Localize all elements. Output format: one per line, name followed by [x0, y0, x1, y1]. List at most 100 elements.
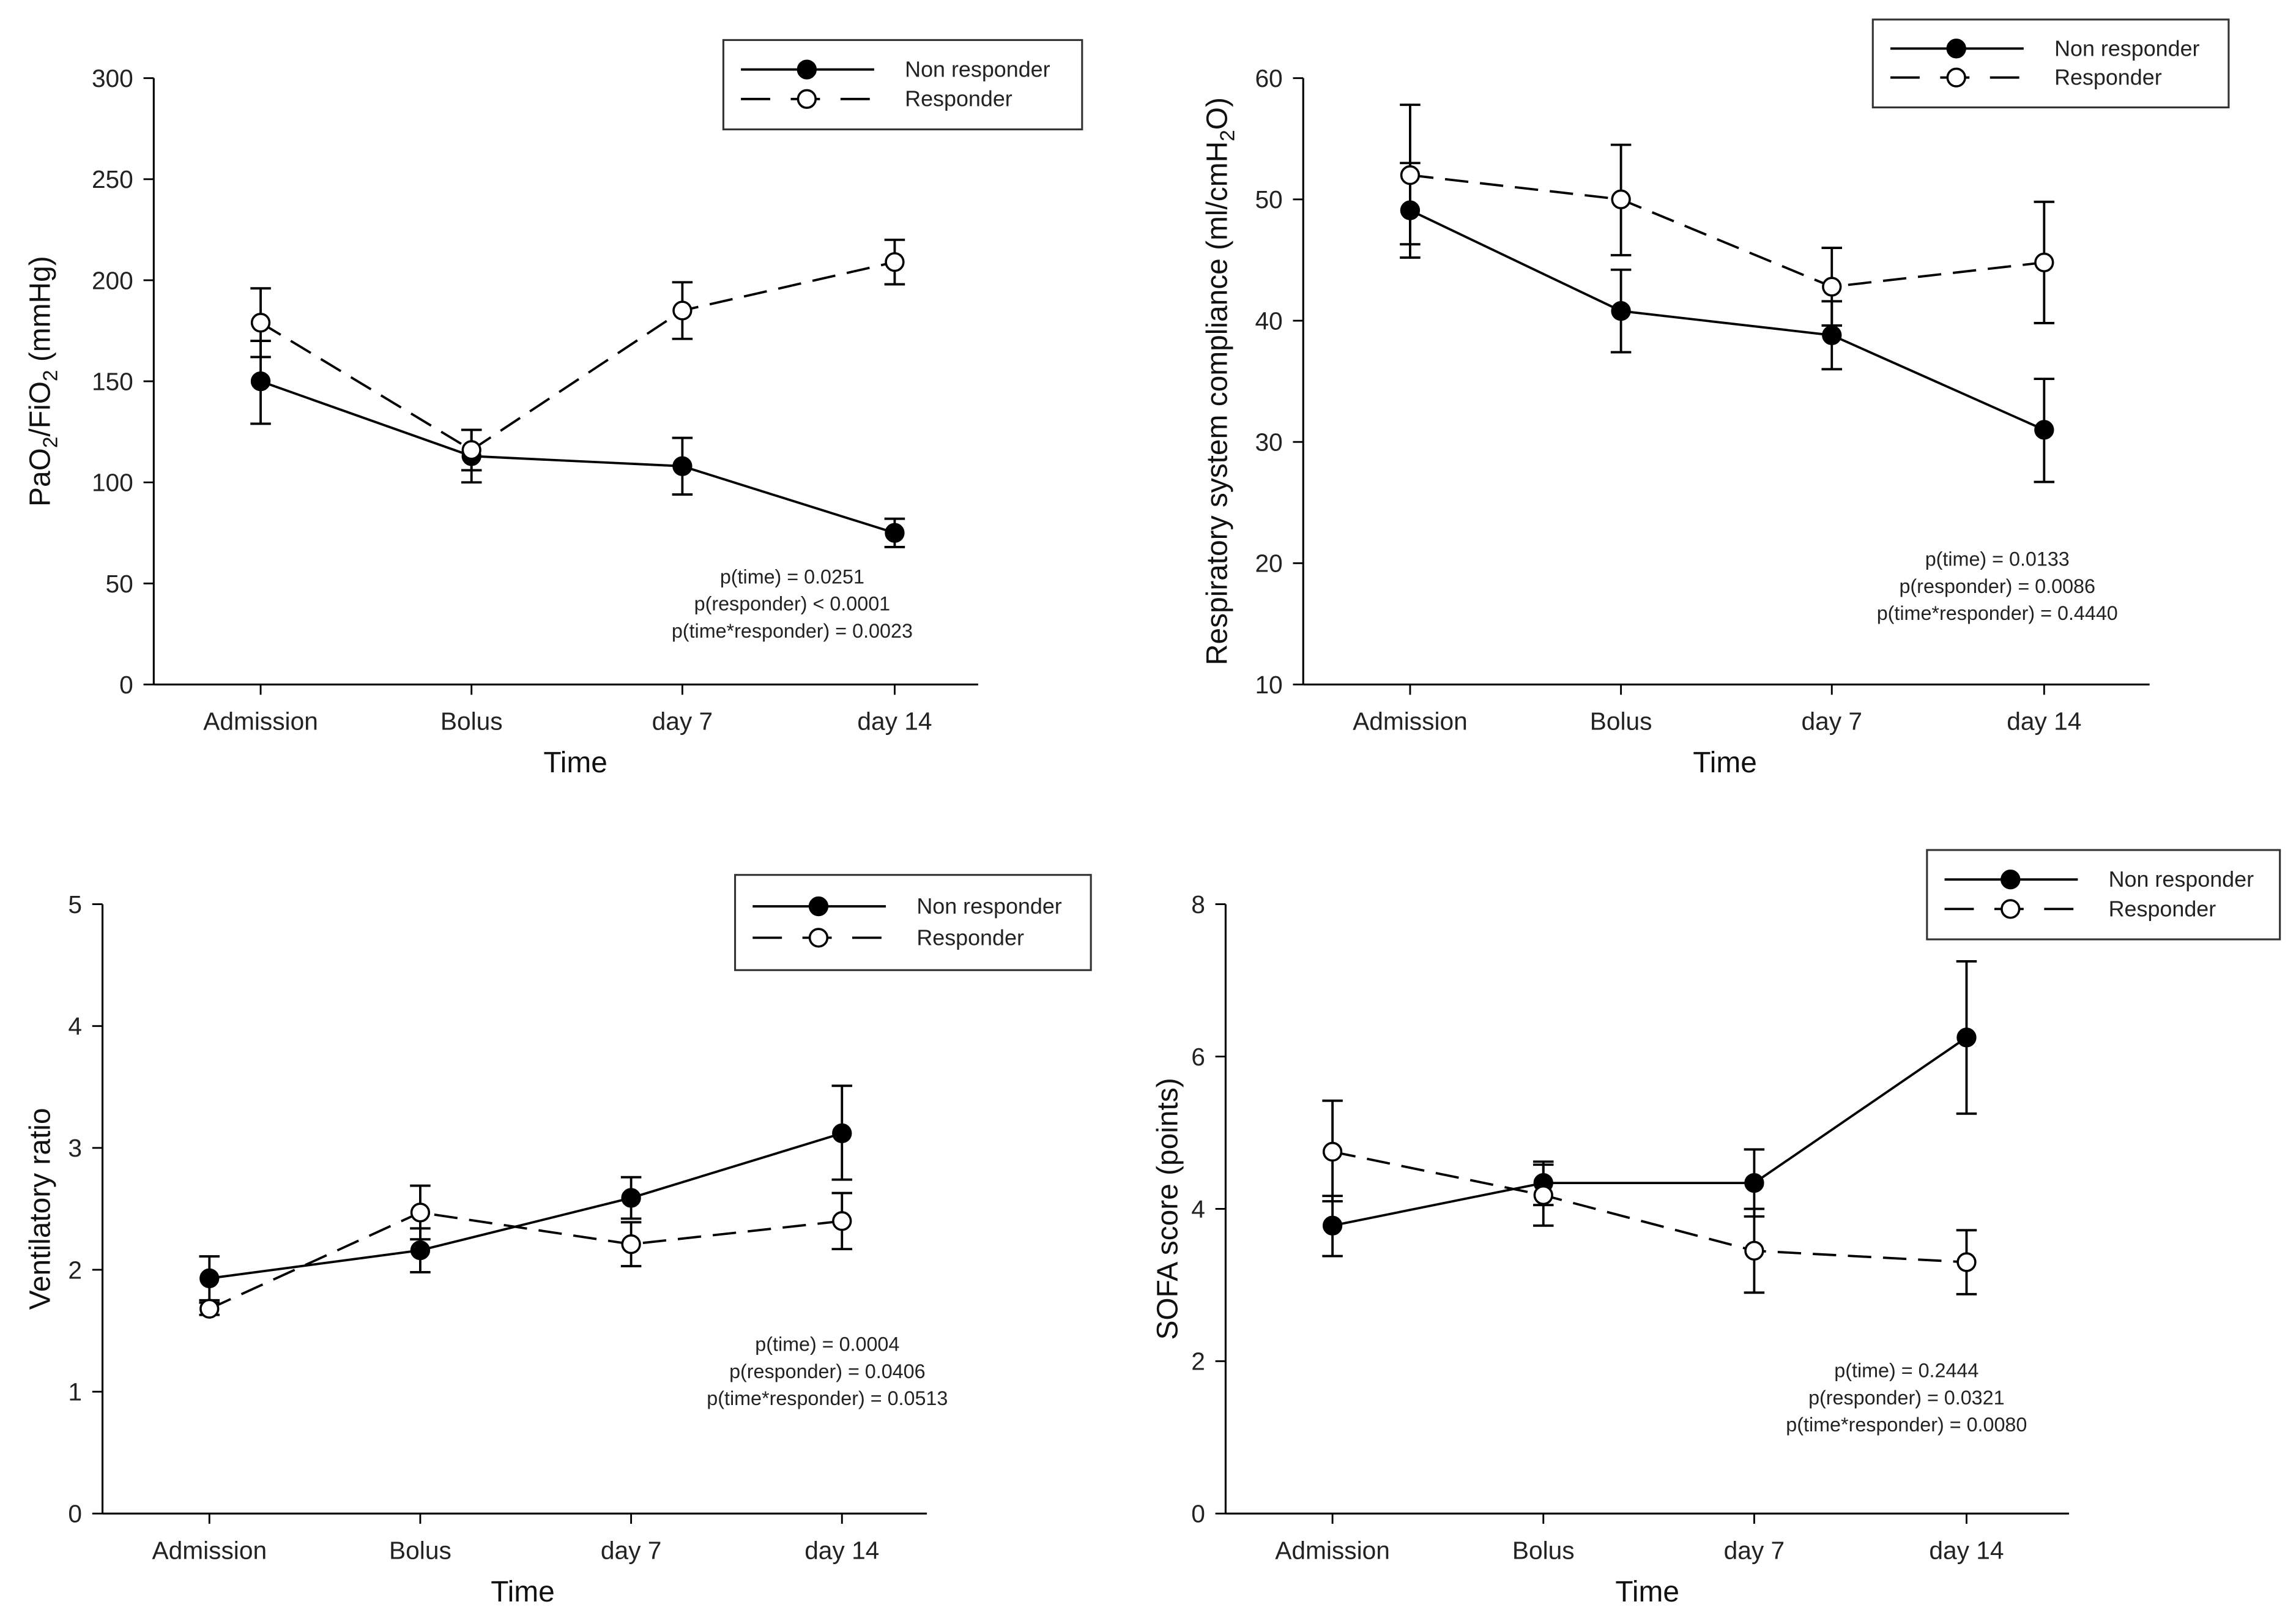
y-tick-label: 1	[68, 1378, 82, 1406]
p-value-annotation: p(responder) = 0.0321	[1808, 1387, 2005, 1409]
data-point	[885, 252, 905, 272]
p-value-annotation: p(time) = 0.0133	[1925, 548, 2070, 570]
y-tick-label: 150	[92, 367, 133, 395]
data-point	[250, 371, 271, 392]
y-tick-label: 0	[1191, 1500, 1205, 1528]
x-tick-label: Bolus	[1590, 707, 1652, 736]
x-tick-label: Admission	[1275, 1536, 1390, 1564]
series-responder	[1400, 103, 2055, 327]
y-tick-label: 50	[106, 570, 133, 598]
y-tick-label: 8	[1191, 890, 1205, 919]
legend-box	[722, 39, 1083, 130]
data-point	[1956, 1027, 1977, 1048]
y-tick-label: 40	[1255, 307, 1282, 335]
data-point	[1744, 1172, 1764, 1193]
legend-marker	[2001, 870, 2021, 890]
legend: Non responder Responder	[1871, 18, 2230, 109]
y-tick-label: 0	[119, 671, 133, 699]
series-line	[209, 1132, 842, 1280]
subscript: 2	[1217, 130, 1239, 141]
x-tick-label: Bolus	[440, 707, 503, 736]
label-part: SOFA score (points)	[1151, 1078, 1184, 1340]
y-axis-label: Respiratory system compliance (ml/cmH2O)	[1202, 97, 1239, 665]
label-part: Respiratory system compliance (ml/cmH	[1202, 141, 1234, 665]
y-tick-label: 5	[68, 890, 82, 919]
chart-4: 0 2 4 6 8 Admission Bolus day 7 day 14 Time SOFA s…	[1151, 849, 2281, 1608]
p-value-annotation: p(time) = 0.0251	[720, 565, 864, 587]
x-axis-label: Time	[491, 1576, 555, 1608]
y-tick-label: 2	[68, 1256, 82, 1284]
label-part: PaO	[24, 448, 56, 507]
y-tick-label: 30	[1255, 428, 1282, 457]
data-point	[1322, 1141, 1343, 1162]
series-line	[1332, 1150, 1967, 1264]
series-responder	[199, 1184, 853, 1319]
legend: Non responder Responder	[734, 874, 1092, 971]
legend-label: Responder	[916, 925, 1024, 950]
y-tick-label: 300	[92, 64, 133, 92]
p-value-annotation: p(time) = 0.2444	[1834, 1360, 1978, 1382]
x-axis-label: Time	[543, 747, 607, 779]
legend: Non responder Responder	[722, 39, 1083, 130]
p-value-annotation: p(time*responder) = 0.4440	[1877, 602, 2118, 624]
y-tick-label: 100	[92, 469, 133, 497]
legend-marker	[797, 89, 817, 109]
x-tick-label: day 14	[857, 707, 932, 736]
x-tick-label: day 7	[652, 707, 713, 736]
data-point	[1744, 1240, 1764, 1261]
p-value-annotation: p(time*responder) = 0.0513	[707, 1387, 948, 1409]
x-axis-label: Time	[1693, 747, 1757, 779]
legend-marker	[808, 928, 829, 948]
subscript: 2	[39, 370, 62, 381]
legend-label: Non responder	[916, 894, 1061, 919]
legend-marker	[1946, 67, 1966, 88]
data-point	[1611, 300, 1631, 321]
legend-marker	[2001, 899, 2021, 919]
legend-box	[734, 874, 1092, 971]
y-tick-label: 2	[1191, 1348, 1205, 1376]
chart-2: 10 20 30 40 50 60 Admission Bolus day 7 day 14 Tim…	[1202, 18, 2230, 779]
data-point	[1400, 165, 1421, 185]
label-part: /FiO	[24, 381, 56, 436]
data-point	[410, 1202, 431, 1223]
legend-label: Responder	[2109, 897, 2216, 921]
legend-label: Non responder	[2054, 36, 2199, 61]
data-point	[621, 1188, 641, 1208]
series-non-responder	[1322, 960, 1977, 1258]
series-non-responder	[1400, 162, 2055, 483]
legend-label: Non responder	[2109, 867, 2254, 892]
data-point	[1322, 1215, 1343, 1236]
label-part: O)	[1202, 97, 1234, 130]
legend-label: Responder	[905, 87, 1012, 111]
y-tick-label: 200	[92, 266, 133, 294]
series-line	[260, 261, 895, 452]
data-point	[1822, 277, 1842, 297]
y-axis-label: PaO2/FiO2 (mmHg)	[24, 256, 62, 507]
x-tick-label: Bolus	[389, 1536, 451, 1564]
data-point	[199, 1299, 220, 1319]
legend-marker	[808, 896, 829, 917]
label-part: Ventilatory ratio	[24, 1108, 56, 1310]
data-point	[1611, 189, 1631, 209]
series-line	[1410, 209, 2045, 431]
p-value-annotation: p(responder) < 0.0001	[694, 593, 891, 615]
data-point	[832, 1123, 852, 1144]
p-value-annotation: p(time*responder) = 0.0080	[1786, 1414, 2027, 1436]
data-point	[885, 523, 905, 543]
x-tick-label: day 14	[1929, 1536, 2004, 1564]
series-non-responder	[199, 1084, 853, 1302]
legend-marker	[1946, 39, 1966, 59]
legend-marker	[797, 59, 817, 80]
legend-box	[1926, 849, 2281, 941]
data-point	[672, 300, 693, 321]
x-tick-label: day 14	[2007, 707, 2081, 736]
chart-1: 0 50 100 150 200 250 300 Admission Bolus day 7 day…	[24, 39, 1083, 779]
y-tick-label: 20	[1255, 550, 1282, 578]
x-tick-label: Admission	[152, 1536, 267, 1564]
label-part: (mmHg)	[24, 256, 56, 370]
series-line	[260, 380, 895, 534]
data-point	[1533, 1185, 1553, 1206]
subscript: 2	[39, 436, 62, 448]
y-tick-label: 250	[92, 165, 133, 193]
data-point	[1956, 1252, 1977, 1272]
